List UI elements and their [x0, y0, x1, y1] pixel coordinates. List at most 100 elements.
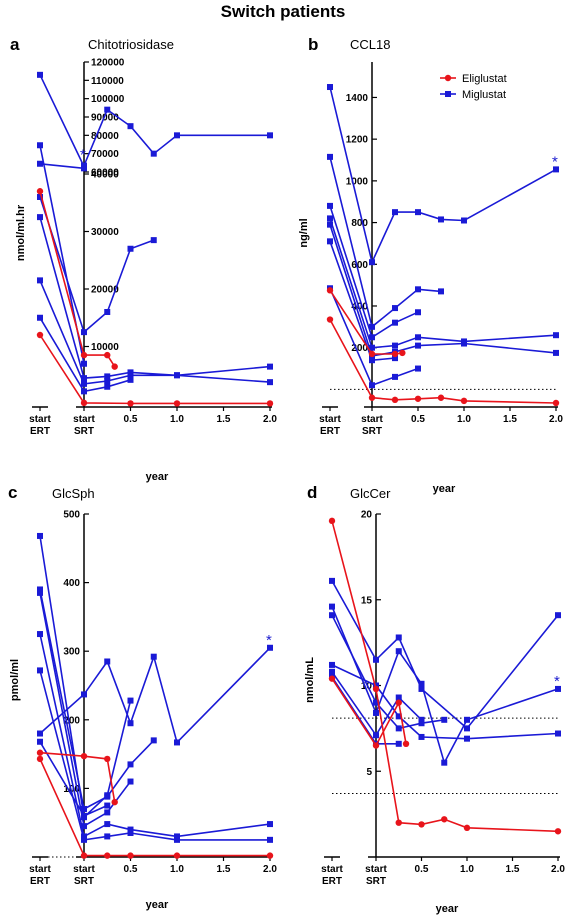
data-point — [174, 372, 180, 379]
series-line — [39, 317, 131, 393]
data-point — [395, 819, 402, 826]
figure-title: Switch patients — [221, 2, 346, 21]
series-miglustat — [37, 586, 157, 812]
data-point — [267, 379, 273, 386]
data-point — [329, 577, 335, 584]
series-miglustat — [37, 738, 111, 819]
data-point — [368, 350, 376, 358]
x-axis-label: year — [146, 899, 169, 911]
y-tick-label: 100 — [63, 784, 80, 795]
data-point — [267, 836, 273, 843]
data-point — [81, 165, 87, 172]
data-point — [441, 759, 448, 766]
x-tick-label: ERT — [30, 426, 50, 437]
x-tick-label: 0.5 — [124, 864, 138, 875]
data-point — [438, 216, 444, 223]
y-tick-label: 80000 — [91, 131, 119, 142]
x-tick-label: 1.5 — [217, 414, 231, 425]
y-tick-label: 90000 — [91, 113, 119, 124]
data-point — [328, 517, 336, 525]
data-point — [552, 399, 560, 407]
data-point — [415, 334, 421, 341]
y-tick-label: 110000 — [91, 76, 124, 87]
data-point — [37, 631, 43, 638]
x-axis-label: year — [436, 903, 459, 915]
data-point — [127, 761, 134, 768]
x-tick-label: start — [321, 864, 343, 875]
data-point — [104, 373, 111, 380]
data-point — [415, 209, 421, 216]
data-point — [81, 329, 87, 336]
data-point — [373, 699, 379, 706]
data-point — [174, 132, 180, 139]
series-eliglustat — [36, 755, 274, 859]
data-point — [392, 373, 398, 380]
data-point — [127, 829, 134, 836]
legend-item: Miglustat — [440, 89, 506, 101]
y-axis-label: nmol/mL — [304, 657, 316, 703]
y-tick-label: 500 — [63, 510, 80, 521]
series-miglustat — [329, 661, 561, 742]
data-point — [327, 215, 333, 222]
data-point — [37, 589, 43, 596]
data-point — [553, 349, 559, 356]
data-point — [111, 798, 118, 806]
data-point — [369, 259, 375, 266]
series-line — [331, 520, 559, 833]
legend: Eliglustat Miglustat — [440, 73, 507, 101]
legend-marker — [445, 91, 451, 97]
series-line — [331, 614, 445, 730]
data-point — [36, 188, 44, 195]
data-point — [326, 316, 334, 323]
data-point — [327, 202, 333, 209]
data-point — [81, 360, 87, 367]
significance-marker: * — [552, 153, 558, 170]
x-tick-label: start — [365, 864, 387, 875]
panel-title: GlcCer — [350, 486, 391, 501]
data-point — [37, 667, 43, 674]
data-point — [329, 668, 335, 675]
x-tick-label: 1.5 — [506, 864, 520, 875]
series-line — [39, 163, 85, 170]
series-line — [39, 647, 271, 744]
data-point — [127, 826, 134, 833]
data-point — [395, 694, 402, 701]
y-tick-label: 200 — [351, 343, 368, 354]
panel-letter: b — [308, 35, 318, 54]
data-point — [80, 351, 88, 359]
series-line — [331, 580, 559, 730]
data-point — [392, 209, 398, 216]
data-point — [150, 150, 157, 157]
y-tick-label: 1000 — [346, 176, 369, 187]
series-miglustat — [327, 202, 421, 341]
series-line — [39, 216, 271, 379]
series-miglustat: * — [329, 603, 561, 766]
panel-letter: a — [10, 35, 20, 54]
data-point — [267, 132, 273, 139]
y-tick-label: 20000 — [91, 285, 119, 296]
data-point — [37, 586, 43, 593]
data-point — [415, 309, 421, 316]
data-point — [81, 805, 87, 812]
legend-label: Eliglustat — [462, 73, 507, 85]
x-tick-label: 1.5 — [217, 864, 231, 875]
x-axis-label: year — [146, 471, 169, 483]
data-point — [174, 833, 180, 840]
data-point — [328, 675, 336, 682]
data-point — [326, 287, 334, 294]
data-point — [554, 828, 562, 835]
y-tick-label: 15 — [361, 595, 373, 606]
data-point — [399, 349, 406, 357]
x-tick-label: ERT — [322, 876, 342, 887]
y-tick-label: 20 — [361, 510, 373, 521]
data-point — [395, 634, 402, 641]
data-point — [415, 365, 421, 372]
data-point — [418, 716, 425, 723]
data-point — [369, 334, 375, 341]
x-tick-label: 1.5 — [503, 414, 517, 425]
data-point — [327, 221, 333, 228]
x-tick-label: 2.0 — [551, 864, 565, 875]
data-point — [441, 716, 448, 723]
data-point — [415, 342, 421, 349]
y-tick-label: 400 — [63, 578, 80, 589]
